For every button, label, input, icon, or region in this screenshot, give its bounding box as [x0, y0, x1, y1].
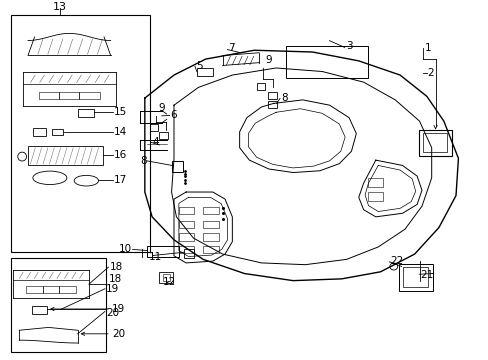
Text: 11: 11	[148, 252, 162, 261]
Bar	[179, 246, 194, 253]
Bar	[423, 133, 446, 152]
Text: 6: 6	[170, 111, 177, 121]
Bar	[42, 287, 59, 293]
Text: 19: 19	[112, 304, 125, 314]
Bar	[368, 192, 382, 201]
Bar	[11, 15, 149, 252]
Text: 20: 20	[106, 307, 119, 318]
Text: 7: 7	[228, 44, 235, 54]
Bar	[32, 306, 47, 314]
Text: 12: 12	[162, 278, 175, 287]
Bar	[203, 234, 218, 240]
Bar	[256, 83, 265, 90]
Text: 14: 14	[114, 127, 127, 137]
Bar	[285, 46, 368, 77]
Bar	[39, 92, 59, 99]
Bar	[403, 267, 427, 287]
Bar	[149, 123, 158, 131]
Text: 17: 17	[114, 175, 127, 185]
Text: 4: 4	[152, 138, 159, 147]
Bar	[59, 287, 76, 293]
Text: 3: 3	[346, 41, 352, 51]
Text: 10: 10	[118, 244, 131, 255]
Bar	[78, 109, 93, 117]
Text: 13: 13	[53, 2, 66, 12]
Text: 8: 8	[140, 156, 146, 166]
Text: 21: 21	[420, 270, 433, 280]
Bar	[147, 246, 179, 257]
Bar	[197, 68, 213, 76]
Bar	[33, 128, 46, 136]
Text: 2: 2	[426, 68, 432, 78]
Bar	[179, 207, 194, 214]
Bar	[203, 221, 218, 228]
Text: 1: 1	[424, 44, 430, 54]
Text: 18: 18	[109, 262, 122, 272]
Bar	[59, 92, 80, 99]
Bar	[159, 132, 168, 139]
Bar	[398, 264, 432, 291]
Bar	[80, 92, 100, 99]
Bar	[368, 178, 382, 187]
Bar	[26, 287, 42, 293]
Bar	[11, 258, 106, 351]
Bar	[203, 246, 218, 253]
Bar	[418, 130, 451, 156]
Text: 15: 15	[114, 107, 127, 117]
Bar	[172, 161, 183, 172]
Bar	[267, 92, 276, 99]
Text: 19: 19	[106, 284, 119, 294]
Text: 22: 22	[389, 256, 403, 266]
Text: 18: 18	[108, 274, 122, 284]
Text: 16: 16	[114, 150, 127, 160]
Bar	[159, 272, 173, 283]
Bar	[267, 100, 276, 108]
Text: 9: 9	[158, 103, 164, 113]
Text: 8: 8	[281, 94, 287, 103]
Bar	[163, 274, 169, 281]
Bar	[179, 221, 194, 228]
Bar	[203, 207, 218, 214]
Bar	[179, 234, 194, 240]
Bar	[52, 129, 63, 135]
Text: 20: 20	[112, 329, 124, 339]
Bar	[183, 249, 194, 258]
Bar	[28, 146, 103, 165]
Text: 9: 9	[265, 55, 271, 65]
Text: 5: 5	[196, 61, 202, 71]
